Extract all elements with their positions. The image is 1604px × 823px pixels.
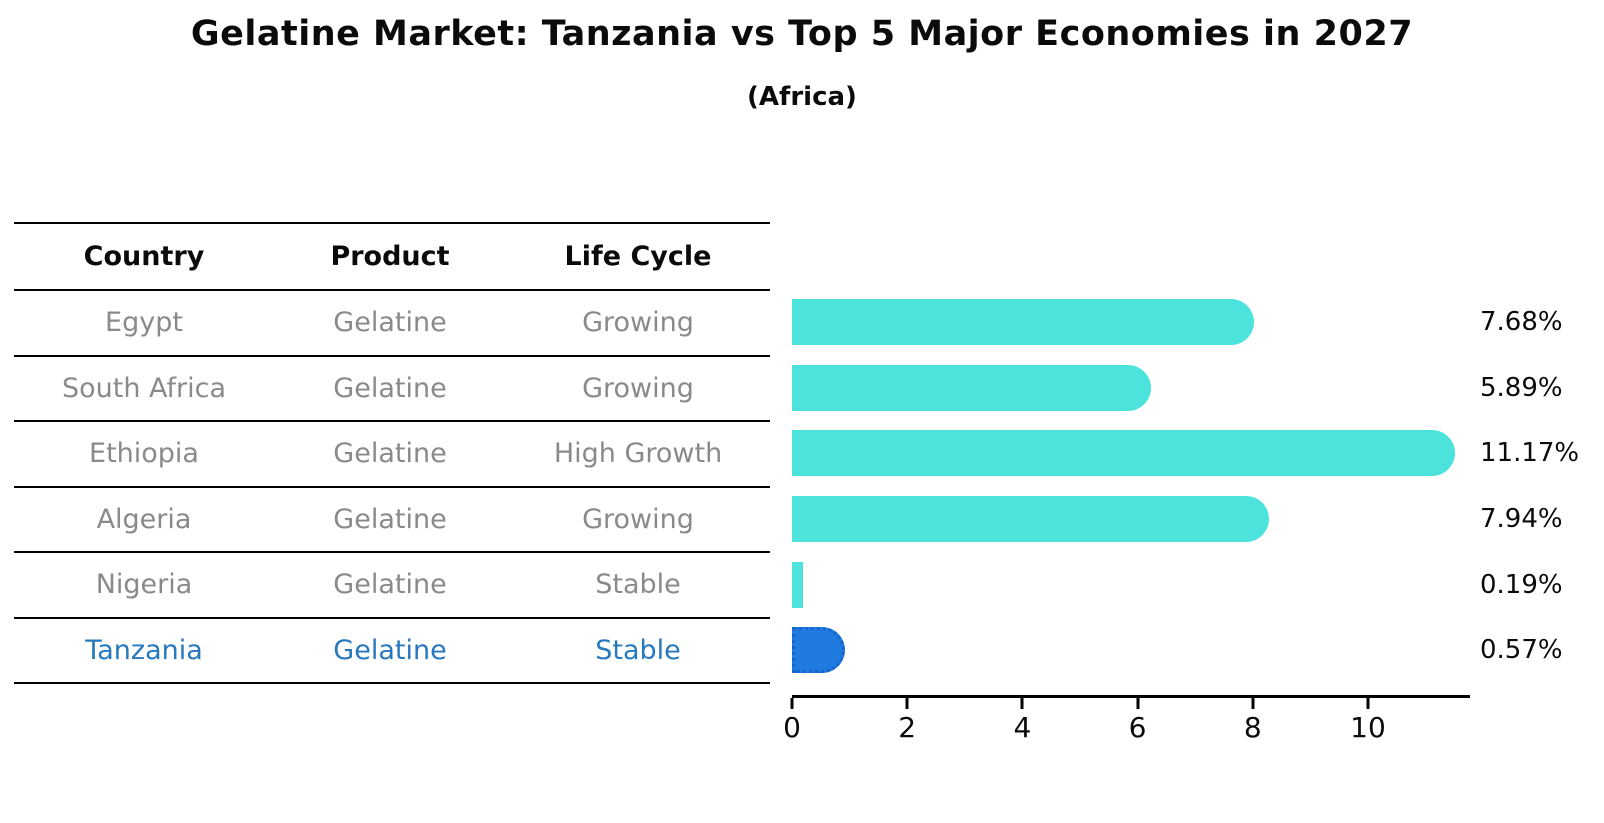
row-product: Gelatine xyxy=(333,438,447,470)
x-axis-tick-label: 0 xyxy=(783,711,801,744)
column-header-product: Product xyxy=(330,241,450,272)
row-life-cycle: Growing xyxy=(582,307,694,339)
row-life-cycle: Stable xyxy=(595,569,681,601)
chart-subtitle: (Africa) xyxy=(747,82,857,112)
table-row: Nigeria Gelatine Stable xyxy=(14,553,770,619)
row-country: Tanzania xyxy=(85,634,203,666)
row-product: Gelatine xyxy=(333,634,447,666)
row-country: Egypt xyxy=(105,307,183,339)
bar-nigeria xyxy=(792,561,803,608)
row-country: Nigeria xyxy=(95,569,193,601)
table-body: Egypt Gelatine Growing South Africa Gelatine… xyxy=(14,291,770,684)
country-table: Country Product Life Cycle Egypt Gelatine… xyxy=(14,222,770,684)
row-product: Gelatine xyxy=(333,503,447,535)
table-row: Tanzania Gelatine Stable xyxy=(14,619,770,684)
row-country: South Africa xyxy=(61,372,227,404)
row-country: Ethiopia xyxy=(89,438,199,470)
value-label: 7.68% xyxy=(1480,306,1563,337)
value-label: 11.17% xyxy=(1480,438,1580,469)
bar-egypt xyxy=(792,298,1255,345)
column-header-life-cycle: Life Cycle xyxy=(564,241,712,272)
row-product: Gelatine xyxy=(333,569,447,601)
x-axis-tick-label: 6 xyxy=(1128,711,1147,744)
x-axis-tick xyxy=(1366,698,1370,709)
row-life-cycle: Growing xyxy=(582,503,694,535)
value-label: 7.94% xyxy=(1480,503,1563,534)
table-row: Egypt Gelatine Growing xyxy=(14,291,770,357)
row-life-cycle: Stable xyxy=(595,634,681,666)
row-life-cycle: Growing xyxy=(582,372,694,404)
x-axis-line xyxy=(792,695,1470,698)
x-axis-tick-label: 8 xyxy=(1243,711,1262,744)
row-life-cycle: High Growth xyxy=(553,438,723,470)
x-axis-tick xyxy=(1020,698,1024,709)
x-axis-tick xyxy=(905,698,909,709)
x-axis-tick xyxy=(1251,698,1255,709)
row-product: Gelatine xyxy=(333,307,447,339)
chart-title: Gelatine Market: Tanzania vs Top 5 Major… xyxy=(190,14,1414,54)
bar-south-africa xyxy=(792,364,1152,411)
x-axis-tick-label: 2 xyxy=(898,711,917,744)
bar-ethiopia xyxy=(792,430,1456,477)
x-axis-tick xyxy=(790,698,794,709)
row-country: Algeria xyxy=(96,503,192,535)
value-label: 0.19% xyxy=(1480,569,1563,600)
x-axis-tick-label: 4 xyxy=(1013,711,1032,744)
column-header-country: Country xyxy=(83,241,205,272)
x-axis-tick xyxy=(1136,698,1140,709)
row-product: Gelatine xyxy=(333,372,447,404)
highlight-bar-tanzania xyxy=(792,627,845,674)
bar-algeria xyxy=(792,495,1270,542)
table-row: Ethiopia Gelatine High Growth xyxy=(14,422,770,488)
value-label: 0.57% xyxy=(1480,635,1563,666)
x-axis-tick-label: 10 xyxy=(1350,711,1386,744)
table-row: South Africa Gelatine Growing xyxy=(14,357,770,422)
table-header-row: Country Product Life Cycle xyxy=(14,224,770,291)
value-label: 5.89% xyxy=(1480,372,1563,403)
table-row: Algeria Gelatine Growing xyxy=(14,488,770,553)
